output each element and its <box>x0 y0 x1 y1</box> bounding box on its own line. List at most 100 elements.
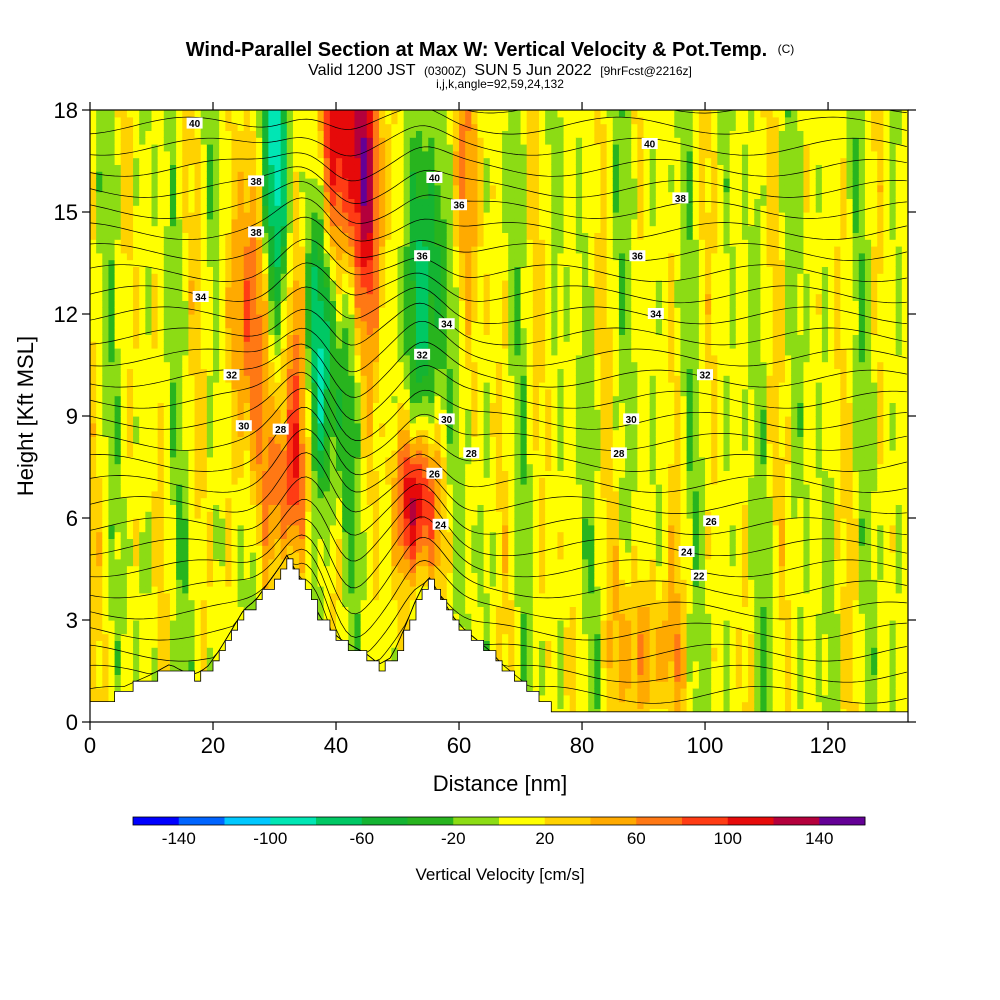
w-cell <box>126 409 134 417</box>
w-cell <box>391 348 399 356</box>
w-cell <box>157 654 165 662</box>
w-cell <box>422 280 429 288</box>
w-cell <box>422 429 429 437</box>
w-cell <box>157 647 165 655</box>
w-cell <box>379 361 386 369</box>
w-cell <box>360 504 368 512</box>
w-cell <box>366 286 374 295</box>
w-cell <box>206 334 214 342</box>
w-cell <box>249 307 257 315</box>
w-cell <box>262 511 269 519</box>
w-cell <box>108 667 116 675</box>
w-cell <box>342 443 349 451</box>
w-cell <box>157 422 165 431</box>
w-cell <box>262 538 269 546</box>
w-cell <box>286 429 294 437</box>
w-cell <box>139 470 146 478</box>
w-cell <box>108 110 116 118</box>
w-cell <box>169 212 177 220</box>
w-cell <box>379 144 386 152</box>
w-cell <box>268 375 276 383</box>
w-cell <box>96 586 103 594</box>
w-cell <box>379 137 386 145</box>
w-cell <box>176 300 183 308</box>
w-cell <box>311 259 319 267</box>
w-cell <box>292 463 300 471</box>
w-cell <box>256 477 263 485</box>
w-cell <box>194 660 202 669</box>
w-cell <box>336 572 343 580</box>
w-cell <box>133 307 140 315</box>
w-cell <box>225 130 233 138</box>
w-cell <box>397 382 405 390</box>
w-cell <box>151 599 159 607</box>
w-cell <box>163 456 171 465</box>
w-cell <box>151 361 159 369</box>
w-cell <box>428 450 436 458</box>
w-cell <box>391 579 399 587</box>
w-cell <box>348 164 356 172</box>
w-cell <box>422 477 429 485</box>
w-cell <box>200 150 208 159</box>
w-cell <box>280 225 288 233</box>
w-cell <box>90 327 97 335</box>
w-cell <box>126 497 134 505</box>
w-cell <box>200 144 208 152</box>
w-cell <box>126 191 134 199</box>
w-cell <box>90 674 97 682</box>
w-cell <box>249 524 257 533</box>
w-cell <box>157 592 165 601</box>
w-cell <box>415 388 423 397</box>
w-cell <box>225 490 233 499</box>
w-cell <box>391 538 399 546</box>
w-cell <box>249 511 257 519</box>
w-cell <box>385 198 392 206</box>
w-cell <box>379 198 386 206</box>
w-cell <box>188 388 196 397</box>
w-cell <box>231 388 239 397</box>
w-cell <box>329 178 337 186</box>
w-cell <box>354 565 362 573</box>
w-cell <box>108 518 116 526</box>
w-cell <box>169 456 177 465</box>
w-cell <box>286 490 294 499</box>
w-cell <box>415 456 423 465</box>
w-cell <box>213 361 220 369</box>
w-cell <box>379 579 386 587</box>
w-cell <box>114 246 122 254</box>
w-cell <box>262 531 269 539</box>
w-cell <box>372 450 380 458</box>
w-cell <box>262 293 269 301</box>
w-cell <box>126 490 134 499</box>
w-cell <box>403 592 411 601</box>
w-cell <box>213 218 220 227</box>
w-cell <box>169 592 177 601</box>
w-cell <box>90 443 97 451</box>
w-cell <box>200 640 208 648</box>
w-cell <box>286 388 294 397</box>
w-cell <box>366 164 374 172</box>
w-cell <box>422 497 429 505</box>
w-cell <box>120 647 128 655</box>
w-cell <box>286 259 294 267</box>
w-cell <box>348 620 356 628</box>
w-cell <box>188 531 196 539</box>
w-cell <box>188 660 196 669</box>
w-cell <box>354 320 362 329</box>
w-cell <box>354 538 362 546</box>
w-cell <box>145 436 153 444</box>
w-cell <box>329 300 337 308</box>
w-cell <box>139 552 146 560</box>
w-cell <box>379 484 386 492</box>
w-cell <box>262 280 269 288</box>
w-cell <box>366 470 374 478</box>
w-cell <box>176 640 183 648</box>
w-cell <box>256 144 263 152</box>
w-cell <box>397 422 405 431</box>
w-cell <box>292 436 300 444</box>
w-cell <box>151 436 159 444</box>
w-cell <box>336 592 343 601</box>
w-cell <box>169 579 177 587</box>
w-cell <box>206 184 214 193</box>
w-cell <box>348 538 356 546</box>
